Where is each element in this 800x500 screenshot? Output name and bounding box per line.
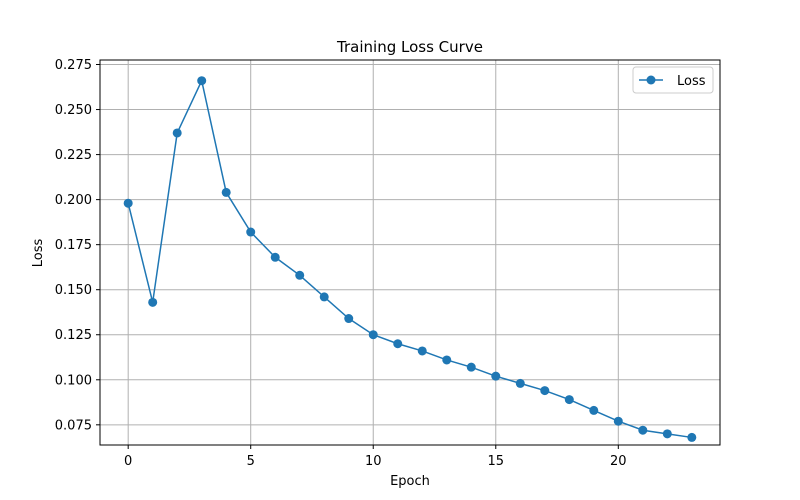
legend-label-loss: Loss xyxy=(677,74,706,89)
data-point xyxy=(295,270,305,280)
data-point xyxy=(613,416,623,426)
data-point xyxy=(589,405,599,415)
data-point xyxy=(687,432,697,442)
data-point xyxy=(442,355,452,365)
grid xyxy=(100,60,720,445)
data-point xyxy=(540,386,550,396)
legend-box xyxy=(632,66,714,94)
x-tick-label: 15 xyxy=(487,454,504,469)
x-axis-label: Epoch xyxy=(390,474,430,489)
x-tick-label: 5 xyxy=(247,454,255,469)
data-point xyxy=(319,292,329,302)
data-point xyxy=(221,187,231,197)
data-point xyxy=(172,128,182,138)
y-tick-label: 0.125 xyxy=(55,328,92,343)
data-point xyxy=(148,297,158,307)
axes: 0 5 10 15 20 0.075 0.100 0.125 0.150 0.175 0.200 0.… xyxy=(55,58,627,469)
data-point xyxy=(564,395,574,405)
y-tick-label: 0.225 xyxy=(55,148,92,163)
data-point xyxy=(270,252,280,262)
data-point xyxy=(417,346,427,356)
y-tick-label: 0.275 xyxy=(55,58,92,73)
data-point xyxy=(393,339,403,349)
y-tick-label: 0.200 xyxy=(55,193,92,208)
data-point xyxy=(662,429,672,439)
data-point xyxy=(344,314,354,324)
data-point xyxy=(638,425,648,435)
x-tick-label: 20 xyxy=(610,454,627,469)
data-point xyxy=(123,198,133,208)
data-point xyxy=(197,76,207,86)
y-axis-label: Loss xyxy=(31,239,46,268)
x-tick-label: 10 xyxy=(365,454,382,469)
y-tick-label: 0.175 xyxy=(55,238,92,253)
y-tick-label: 0.250 xyxy=(55,103,92,118)
plot-frame xyxy=(99,59,721,446)
legend: Loss xyxy=(632,66,714,94)
data-point xyxy=(368,330,378,340)
legend-marker-sample xyxy=(646,75,656,85)
series-layer xyxy=(123,76,697,442)
data-point xyxy=(246,227,256,237)
y-tick-label: 0.100 xyxy=(55,373,92,388)
x-tick-label: 0 xyxy=(124,454,132,469)
data-point xyxy=(491,371,501,381)
y-tick-label: 0.150 xyxy=(55,283,92,298)
chart-title: Training Loss Curve xyxy=(336,38,483,56)
y-tick-label: 0.075 xyxy=(55,418,92,433)
data-point xyxy=(466,362,476,372)
data-point xyxy=(515,378,525,388)
